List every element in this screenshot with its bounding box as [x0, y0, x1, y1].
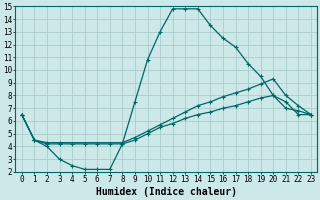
- X-axis label: Humidex (Indice chaleur): Humidex (Indice chaleur): [96, 187, 237, 197]
